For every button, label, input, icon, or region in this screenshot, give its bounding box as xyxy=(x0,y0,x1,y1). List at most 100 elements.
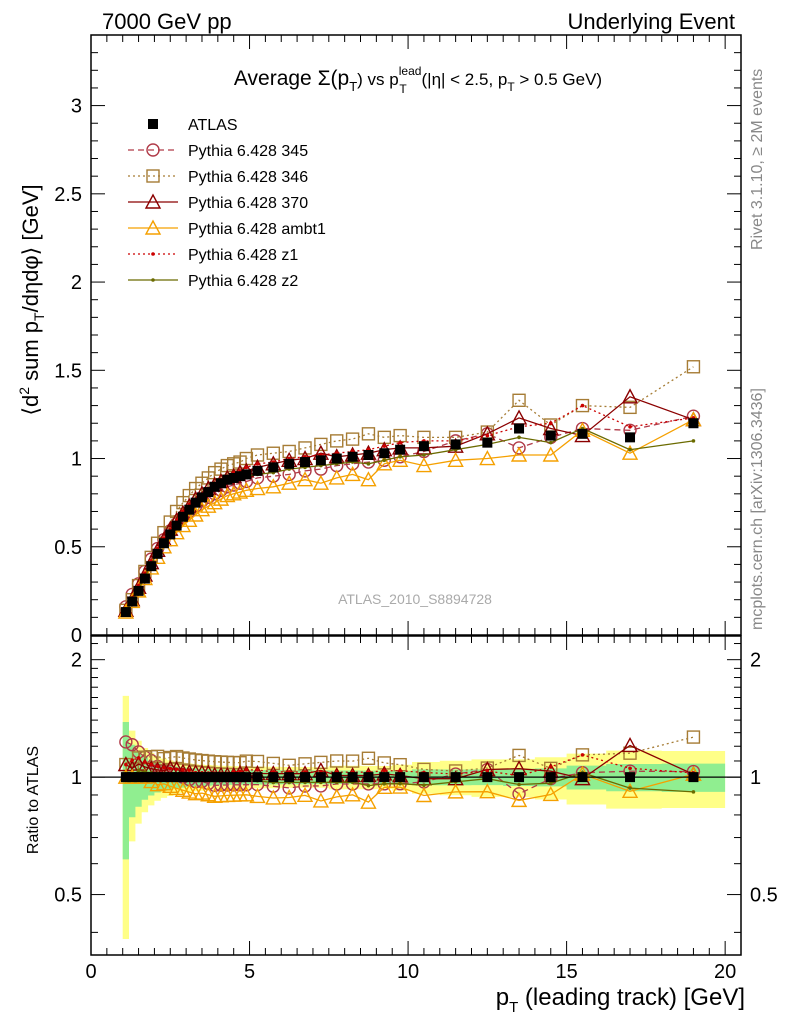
point-pythia-6-428-z1 xyxy=(255,462,260,466)
point-pythia-6-428-ambt1 xyxy=(238,481,255,497)
point-atlas xyxy=(190,497,201,508)
legend-marker-pythia-6-428-z1 xyxy=(151,252,155,256)
point-pythia-6-428-ambt1 xyxy=(219,487,236,503)
ratio-bands xyxy=(122,695,726,939)
point-atlas xyxy=(395,444,406,455)
ratio-point-pythia-6-428-ambt1 xyxy=(238,786,255,802)
point-pythia-6-428-ambt1 xyxy=(312,474,330,490)
point-pythia-6-428-ambt1 xyxy=(447,451,464,467)
legend-marker-pythia-6-428-ambt1 xyxy=(144,219,162,235)
point-atlas xyxy=(268,462,279,473)
point-pythia-6-428-z2 xyxy=(628,447,632,452)
point-pythia-6-428-z2 xyxy=(422,453,426,457)
point-pythia-6-428-ambt1 xyxy=(200,497,217,513)
ratio-point-pythia-6-428-ambt1 xyxy=(312,792,330,808)
ratio-point-pythia-6-428-z1 xyxy=(130,758,135,762)
point-pythia-6-428-346 xyxy=(345,432,360,446)
main-ylabel: ⟨d2 sum pT/dηdφ⟩ [GeV] xyxy=(16,184,47,415)
point-pythia-6-428-346 xyxy=(361,427,376,441)
main-series xyxy=(117,360,702,619)
point-atlas xyxy=(514,423,525,434)
point-atlas xyxy=(209,481,220,492)
ratio-point-pythia-6-428-z2 xyxy=(517,782,521,787)
ratio-point-pythia-6-428-ambt1 xyxy=(479,783,496,799)
ratio-point-pythia-6-428-z1 xyxy=(174,767,179,771)
ratio-point-pythia-6-428-346 xyxy=(686,730,701,744)
ratio-tick-label-right: 2 xyxy=(750,650,761,672)
point-pythia-6-428-z1 xyxy=(382,444,387,448)
point-atlas xyxy=(284,458,295,469)
analysis-id: ATLAS_2010_S8894728 xyxy=(338,591,492,607)
y-tick-label: 0 xyxy=(71,625,82,647)
ratio-point-pythia-6-428-ambt1 xyxy=(265,789,282,805)
legend-label-pythia-6-428-z2: Pythia 6.428 z2 xyxy=(188,273,298,290)
ratio-point-pythia-6-428-ambt1 xyxy=(328,788,345,804)
x-tick-label: 5 xyxy=(244,961,255,983)
point-atlas xyxy=(152,548,163,559)
point-pythia-6-428-ambt1 xyxy=(360,471,377,487)
legend-label-pythia-6-428-346: Pythia 6.428 346 xyxy=(188,169,308,186)
point-atlas xyxy=(347,451,358,462)
ratio-tick-label-left: 0.5 xyxy=(54,885,82,907)
point-pythia-6-428-ambt1 xyxy=(376,455,393,471)
ratio-ylabel: Ratio to ATLAS xyxy=(25,746,42,854)
legend-marker-pythia-6-428-346 xyxy=(146,169,160,183)
point-pythia-6-428-346 xyxy=(686,360,701,374)
point-atlas xyxy=(139,573,150,584)
legend-label-pythia-6-428-ambt1: Pythia 6.428 ambt1 xyxy=(188,221,326,238)
ratio-point-pythia-6-428-ambt1 xyxy=(296,786,314,803)
y-tick-label: 0.5 xyxy=(54,537,82,559)
xlabel: pT (leading track) [GeV] xyxy=(496,984,745,1016)
y-tick-label: 2.5 xyxy=(54,184,82,206)
x-tick-label: 20 xyxy=(714,961,736,983)
ratio-point-pythia-6-428-z2 xyxy=(382,782,387,786)
point-pythia-6-428-346 xyxy=(314,437,328,452)
point-pythia-6-428-z2 xyxy=(382,458,387,463)
point-pythia-6-428-ambt1 xyxy=(193,501,211,517)
ratio-point-pythia-6-428-ambt1 xyxy=(376,778,393,794)
ratio-point-pythia-6-428-z1 xyxy=(398,768,402,773)
point-atlas xyxy=(625,432,636,443)
point-pythia-6-428-ambt1 xyxy=(621,444,639,460)
ratio-point-pythia-6-428-z2 xyxy=(691,790,696,794)
ratio-point-pythia-6-428-ambt1 xyxy=(280,789,298,805)
point-atlas xyxy=(300,457,311,468)
x-tick-label: 10 xyxy=(397,961,419,983)
ratio-point-pythia-6-428-z1 xyxy=(168,766,173,771)
header-right: Underlying Event xyxy=(567,9,735,34)
axes: 0 5 10 15 20 0 0.5 1 1.5 2 2.5 3 0.5 0.5 1 1 2 2 xyxy=(54,34,778,983)
ratio-point-pythia-6-428-z1 xyxy=(485,769,490,773)
point-atlas xyxy=(133,585,144,596)
point-pythia-6-428-ambt1 xyxy=(249,480,266,496)
ratio-point-pythia-6-428-345 xyxy=(119,735,133,749)
ratio-tick-label-left: 1 xyxy=(71,767,82,789)
ratio-point-pythia-6-428-370 xyxy=(621,737,639,753)
ratio-point-pythia-6-428-z2 xyxy=(366,783,371,788)
y-tick-label: 3 xyxy=(71,96,82,118)
y-tick-label: 2 xyxy=(71,272,82,294)
point-atlas xyxy=(203,487,214,498)
ratio-point-pythia-6-428-z1 xyxy=(162,765,166,770)
point-atlas xyxy=(688,418,699,429)
point-atlas xyxy=(228,472,239,483)
point-pythia-6-428-346 xyxy=(298,441,312,455)
point-atlas xyxy=(235,471,246,482)
ratio-point-pythia-6-428-ambt1 xyxy=(249,787,266,804)
point-pythia-6-428-z1 xyxy=(580,403,585,408)
point-pythia-6-428-z2 xyxy=(398,454,402,459)
ratio-tick-label-left: 2 xyxy=(71,650,82,672)
legend-marker-pythia-6-428-370 xyxy=(144,193,162,209)
ratio-point-pythia-6-428-z2 xyxy=(136,768,141,773)
y-tick-label: 1.5 xyxy=(54,360,82,382)
point-atlas xyxy=(177,511,188,522)
ratio-point-pythia-6-428-z1 xyxy=(244,768,249,772)
ratio-point-pythia-6-428-z2 xyxy=(548,781,553,786)
ratio-point-pythia-6-428-ambt1 xyxy=(360,793,377,809)
point-atlas xyxy=(482,437,493,448)
ratio-band-outer xyxy=(122,695,726,939)
ratio-point-pythia-6-428-z1 xyxy=(124,762,128,767)
point-pythia-6-428-ambt1 xyxy=(231,483,249,499)
legend-marker-pythia-6-428-z2 xyxy=(151,278,155,282)
point-pythia-6-428-ambt1 xyxy=(479,450,496,466)
